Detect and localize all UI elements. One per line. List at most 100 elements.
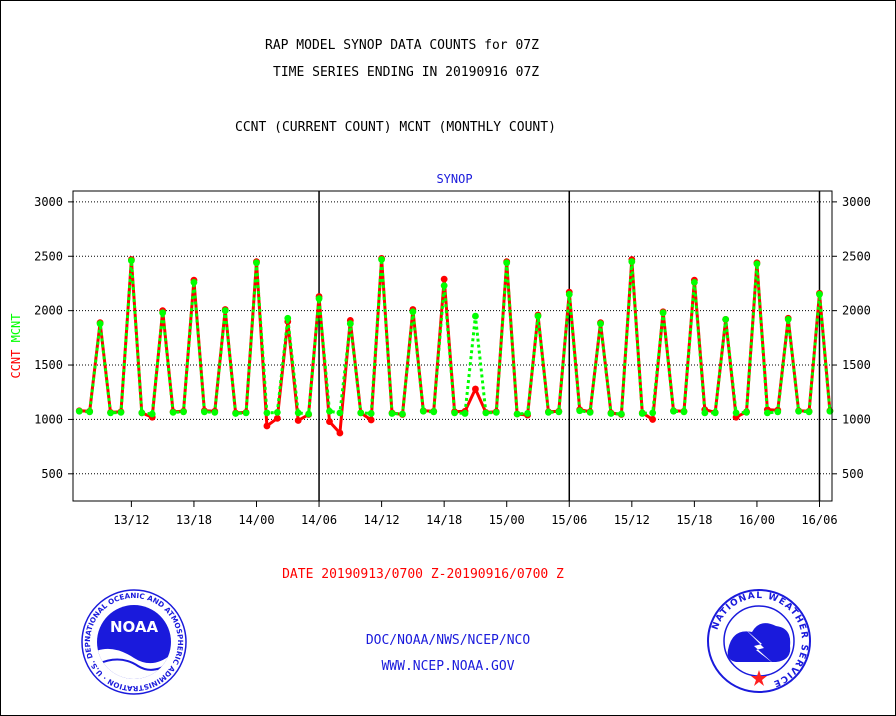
ytick-label-right: 1500 <box>842 358 871 372</box>
mcnt-point <box>732 409 740 417</box>
footer-url[interactable]: WWW.NCEP.NOAA.GOV <box>381 659 515 674</box>
mcnt-point <box>763 409 771 417</box>
y-axis-label-mcnt: MCNT <box>9 313 23 342</box>
mcnt-point <box>211 408 219 416</box>
mcnt-point <box>628 258 636 266</box>
mcnt-point <box>482 409 490 417</box>
mcnt-point <box>659 309 667 317</box>
mcnt-point <box>346 320 354 328</box>
mcnt-point <box>75 407 83 415</box>
mcnt-point <box>388 410 396 417</box>
day-boundaries <box>318 191 821 501</box>
mcnt-point <box>774 408 782 416</box>
mcnt-point <box>86 408 94 416</box>
xtick-label: 15/06 <box>551 513 587 527</box>
ccnt-point <box>326 418 333 425</box>
y-axis-label: CCNT MCNT <box>9 313 23 378</box>
chart-title: SYNOP <box>436 172 472 186</box>
ccnt-point <box>263 422 271 430</box>
title-line-2: TIME SERIES ENDING IN 20190916 07Z <box>273 65 540 80</box>
title-line-3: CCNT (CURRENT COUNT) MCNT (MONTHLY COUNT… <box>235 120 556 135</box>
xtick-label: 14/18 <box>426 513 462 527</box>
tick-layer <box>68 201 837 507</box>
noaa-logo: NATIONAL OCEANIC AND ATMOSPHERIC ADMINIS… <box>80 588 187 695</box>
ytick-label-left: 2500 <box>34 249 63 263</box>
plot-frame <box>72 190 833 502</box>
mcnt-point <box>576 407 584 415</box>
xtick-label: 14/06 <box>301 513 337 527</box>
mcnt-point <box>169 408 177 416</box>
mcnt-point <box>378 256 386 263</box>
xtick-label: 15/18 <box>676 513 712 527</box>
nws-logo: NATIONAL WEATHER SERVICE <box>707 589 811 693</box>
mcnt-point <box>294 409 302 417</box>
xtick-label: 16/06 <box>801 513 837 527</box>
mcnt-point <box>690 278 698 286</box>
x-axis-date-label: DATE 20190913/0700 Z-20190916/0700 Z <box>282 567 564 582</box>
ccnt-point <box>367 416 375 424</box>
mcnt-point <box>461 410 469 417</box>
mcnt-point <box>180 408 187 416</box>
ytick-label-left: 1000 <box>34 412 63 426</box>
mcnt-point <box>430 408 438 416</box>
ytick-label-left: 3000 <box>34 195 63 209</box>
mcnt-point <box>586 408 594 416</box>
series-layer <box>75 255 834 437</box>
mcnt-point <box>200 408 208 416</box>
mcnt-point <box>555 408 563 416</box>
mcnt-point <box>795 407 803 415</box>
mcnt-point <box>649 409 657 417</box>
title-line-1: RAP MODEL SYNOP DATA COUNTS for 07Z <box>265 38 539 53</box>
mcnt-point <box>326 407 333 415</box>
mcnt-point <box>190 278 198 286</box>
mcnt-point <box>670 407 677 415</box>
mcnt-point <box>263 409 271 417</box>
mcnt-point <box>399 410 406 418</box>
mcnt-point <box>607 410 615 417</box>
mcnt-point <box>503 259 511 267</box>
mcnt-point <box>722 315 730 323</box>
mcnt-point <box>617 410 625 418</box>
mcnt-point <box>743 408 750 416</box>
mcnt-point <box>315 295 323 303</box>
ccnt-point <box>649 416 657 423</box>
ccnt-point <box>440 275 448 283</box>
ytick-label-left: 1500 <box>34 358 63 372</box>
xtick-label: 13/18 <box>176 513 212 527</box>
mcnt-point <box>148 410 156 418</box>
ytick-label-left: 2000 <box>34 304 63 318</box>
mcnt-point <box>597 320 604 328</box>
mcnt-point <box>232 410 240 417</box>
noaa-logo-text: NOAA <box>110 618 159 636</box>
mcnt-point <box>96 320 104 328</box>
mcnt-point <box>242 409 250 417</box>
mcnt-point <box>492 408 500 416</box>
grid-layer <box>73 201 832 475</box>
ccnt-point <box>472 385 479 393</box>
mcnt-point <box>159 309 167 317</box>
mcnt-point <box>221 307 229 315</box>
mcnt-point <box>680 408 688 416</box>
ytick-label-right: 2500 <box>842 249 871 263</box>
ccnt-point <box>294 417 302 424</box>
xtick-label: 15/00 <box>489 513 525 527</box>
ccnt-point <box>336 429 344 437</box>
mcnt-point <box>107 409 114 417</box>
mcnt-point <box>805 408 813 416</box>
mcnt-point <box>701 409 709 417</box>
mcnt-point <box>513 410 521 418</box>
mcnt-point <box>138 409 146 417</box>
mcnt-point <box>273 408 281 416</box>
y-axis-label-ccnt: CCNT <box>9 342 23 378</box>
ytick-label-right: 3000 <box>842 195 871 209</box>
mcnt-point <box>253 259 260 267</box>
mcnt-point <box>451 409 458 417</box>
ytick-label-right: 2000 <box>842 304 871 318</box>
mcnt-point <box>784 315 792 323</box>
mcnt-point <box>524 410 531 417</box>
mcnt-point <box>565 290 573 298</box>
mcnt-point <box>284 314 292 322</box>
ytick-label-right: 1000 <box>842 412 871 426</box>
mcnt-point <box>440 282 448 290</box>
